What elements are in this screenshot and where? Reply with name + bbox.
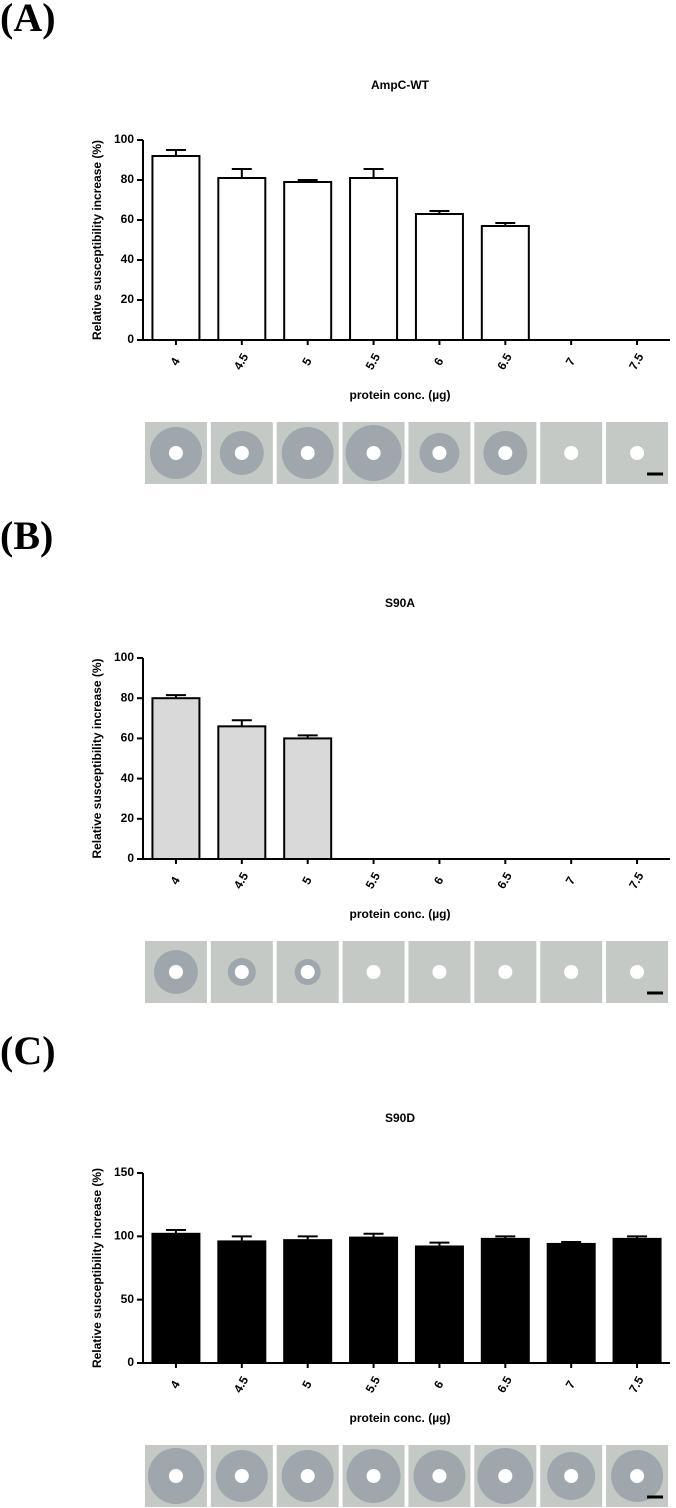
- bar: [546, 1242, 596, 1365]
- panel-label: (B): [0, 513, 53, 558]
- disk: [366, 1469, 381, 1483]
- x-tick-label: 5: [299, 874, 315, 887]
- y-tick-label: 0: [127, 851, 134, 865]
- bar: [151, 155, 201, 341]
- bar: [217, 177, 267, 341]
- x-tick-label: 7: [563, 355, 579, 368]
- disk: [300, 1469, 315, 1483]
- disk: [630, 446, 645, 460]
- x-axis-label: protein conc. (µg): [350, 1411, 451, 1425]
- bar: [349, 1236, 399, 1364]
- y-tick-label: 20: [121, 811, 135, 825]
- y-tick-label: 40: [121, 252, 135, 266]
- disk: [630, 1469, 645, 1483]
- bar: [283, 737, 333, 861]
- disk: [234, 965, 249, 979]
- disk: [564, 446, 579, 460]
- y-tick-label: 40: [121, 771, 135, 785]
- x-tick-label: 4: [167, 1378, 183, 1391]
- x-tick-label: 6: [431, 1378, 447, 1391]
- disk: [564, 1469, 579, 1483]
- disk: [234, 1469, 249, 1483]
- disk: [300, 965, 315, 979]
- disk: [234, 446, 249, 460]
- x-tick-label: 5.5: [363, 351, 384, 373]
- x-tick-label: 6: [431, 874, 447, 887]
- x-tick-label: 5.5: [363, 870, 384, 892]
- disk: [498, 965, 513, 979]
- x-axis-label: protein conc. (µg): [350, 907, 451, 921]
- bar: [283, 181, 333, 341]
- disk: [564, 965, 579, 979]
- bar: [612, 1237, 662, 1365]
- bar: [349, 177, 399, 341]
- disk: [168, 965, 183, 979]
- x-tick-label: 6.5: [494, 870, 515, 892]
- y-tick-label: 150: [114, 1165, 134, 1179]
- x-tick-label: 4.5: [231, 1374, 252, 1396]
- y-axis-label: Relative susceptibility increase (%): [90, 658, 104, 858]
- x-tick-label: 5: [299, 1378, 315, 1391]
- bar: [283, 1239, 333, 1364]
- disk: [432, 1469, 447, 1483]
- bar: [480, 1237, 530, 1365]
- y-tick-label: 80: [121, 690, 135, 704]
- x-tick-label: 7.5: [626, 870, 647, 892]
- x-tick-label: 4.5: [231, 870, 252, 892]
- disk: [432, 446, 447, 460]
- x-tick-label: 7: [563, 874, 579, 887]
- disk: [498, 1469, 513, 1483]
- chart-title: S90D: [385, 1111, 415, 1125]
- bar: [217, 725, 267, 861]
- y-tick-label: 0: [127, 332, 134, 346]
- disk: [630, 965, 645, 979]
- x-tick-label: 7.5: [626, 351, 647, 373]
- panel-label: (C): [0, 1028, 56, 1073]
- disk: [168, 446, 183, 460]
- y-tick-label: 0: [127, 1355, 134, 1369]
- x-tick-label: 4: [167, 874, 183, 887]
- disk: [168, 1469, 183, 1483]
- bar: [480, 225, 530, 341]
- x-tick-label: 5: [299, 355, 315, 368]
- x-tick-label: 6: [431, 355, 447, 368]
- bar: [217, 1240, 267, 1365]
- disk: [366, 446, 381, 460]
- y-tick-label: 50: [121, 1292, 135, 1306]
- y-tick-label: 80: [121, 172, 135, 186]
- x-tick-label: 5.5: [363, 1374, 384, 1396]
- disk: [498, 446, 513, 460]
- y-tick-label: 20: [121, 292, 135, 306]
- chart-title: S90A: [385, 596, 415, 610]
- disk: [432, 965, 447, 979]
- chart-title: AmpC-WT: [371, 78, 430, 92]
- panel-label: (A): [0, 0, 56, 40]
- bar: [414, 213, 464, 341]
- y-tick-label: 60: [121, 731, 135, 745]
- y-tick-label: 60: [121, 212, 135, 226]
- x-axis-label: protein conc. (µg): [350, 388, 451, 402]
- bar: [151, 697, 201, 861]
- x-tick-label: 7: [563, 1378, 579, 1391]
- y-axis-label: Relative susceptibility increase (%): [90, 140, 104, 340]
- y-tick-label: 100: [114, 650, 134, 664]
- bar: [151, 1232, 201, 1365]
- x-tick-label: 7.5: [626, 1374, 647, 1396]
- y-tick-label: 100: [114, 132, 134, 146]
- x-tick-label: 6.5: [494, 1374, 515, 1396]
- y-tick-label: 100: [114, 1229, 134, 1243]
- y-axis-label: Relative susceptibility increase (%): [90, 1168, 104, 1368]
- x-tick-label: 6.5: [494, 351, 515, 373]
- x-tick-label: 4: [167, 355, 183, 368]
- disk: [300, 446, 315, 460]
- bar: [414, 1245, 464, 1365]
- disk: [366, 965, 381, 979]
- x-tick-label: 4.5: [231, 351, 252, 373]
